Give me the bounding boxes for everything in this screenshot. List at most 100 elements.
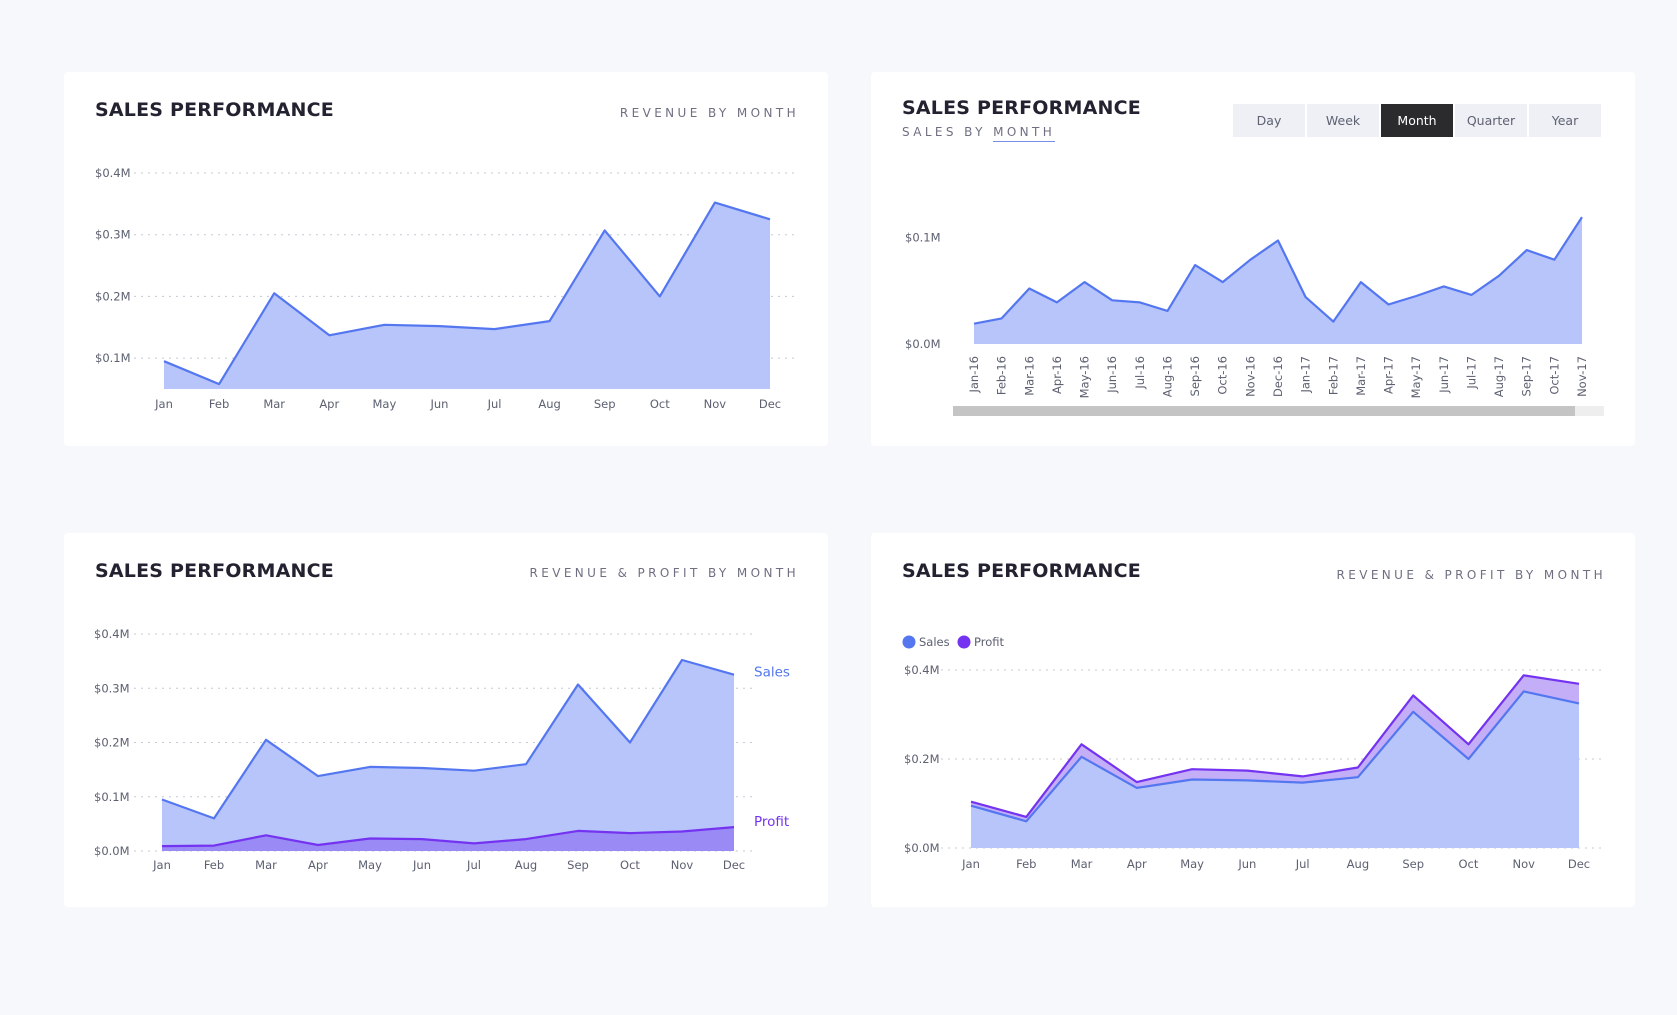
card-title: SALES PERFORMANCE — [902, 560, 1141, 582]
x-tick-label: Mar-17 — [1354, 356, 1368, 396]
x-tick-label: Sep-17 — [1520, 356, 1534, 396]
x-tick-label: Jan-17 — [1299, 356, 1313, 394]
series-line — [970, 674, 1580, 818]
y-tick-label: $0.1M — [905, 230, 941, 244]
x-tick-label: May-16 — [1078, 356, 1092, 398]
range-button-year[interactable]: Year — [1529, 104, 1601, 137]
x-tick-label: Jul — [466, 858, 481, 872]
x-tick-label: Feb — [209, 397, 229, 411]
x-tick-label: Jul-17 — [1464, 356, 1478, 390]
x-tick-label: Jun — [1237, 857, 1256, 871]
x-tick-label: Mar — [255, 858, 277, 872]
x-tick-label: Jan — [961, 857, 980, 871]
x-tick-label: Jun — [429, 397, 448, 411]
x-tick-label: Feb-16 — [995, 356, 1009, 395]
series-line — [973, 216, 1583, 325]
card-revenue-by-month: SALES PERFORMANCE REVENUE BY MONTH $0.1M… — [64, 72, 828, 446]
x-tick-label: Dec — [723, 858, 745, 872]
y-tick-label: $0.1M — [94, 790, 130, 804]
sales-timeline-area-chart: $0.0M $0.1M Jan-16 Feb-16 Mar-16 Apr-16 May-16… — [905, 216, 1604, 416]
y-tick-label: $0.2M — [94, 736, 130, 750]
card-revenue-profit-direct-labels: SALES PERFORMANCE REVENUE & PROFIT BY MO… — [64, 533, 828, 907]
card-title: SALES PERFORMANCE — [95, 99, 334, 121]
series-area — [162, 660, 734, 851]
range-button-month[interactable]: Month — [1381, 104, 1453, 137]
subtitle-prefix: SALES BY — [902, 125, 986, 139]
x-tick-label: Sep — [594, 397, 616, 411]
series-line — [163, 201, 771, 386]
revenue-area-chart: $0.1M $0.2M $0.3M $0.4M Jan Feb Mar Apr May Jun Ju… — [95, 166, 794, 411]
range-button-day[interactable]: Day — [1233, 104, 1305, 137]
card-title: SALES PERFORMANCE — [902, 97, 1141, 119]
card-title: SALES PERFORMANCE — [95, 560, 334, 582]
x-tick-label: Jan — [152, 858, 171, 872]
x-tick-label: Sep-16 — [1188, 356, 1202, 396]
x-tick-label: Sep — [1402, 857, 1424, 871]
series-label-profit: Profit — [754, 814, 789, 830]
x-tick-label: Dec — [1568, 857, 1590, 871]
series-label-sales: Sales — [754, 665, 790, 681]
x-tick-label: Feb — [204, 858, 224, 872]
x-tick-label: Jan-16 — [967, 356, 981, 394]
x-tick-label: Nov-16 — [1243, 356, 1257, 397]
revenue-profit-area-chart: $0.0M $0.1M $0.2M $0.3M $0.4M Jan Feb Mar Apr May… — [94, 627, 790, 872]
y-tick-label: $0.4M — [94, 627, 130, 641]
x-tick-label: Jun-16 — [1105, 356, 1119, 394]
x-tick-label: Mar — [263, 397, 285, 411]
x-tick-label: Feb — [1016, 857, 1036, 871]
legend-label-sales: Sales — [919, 635, 950, 649]
x-tick-label: Jul — [487, 397, 502, 411]
legend-label-profit: Profit — [974, 635, 1004, 649]
card-revenue-profit-legend: SALES PERFORMANCE REVENUE & PROFIT BY MO… — [871, 533, 1635, 907]
x-tick-label: Mar — [1071, 857, 1093, 871]
x-tick-label: Aug — [515, 858, 537, 872]
y-tick-label: $0.1M — [95, 351, 131, 365]
range-button-week[interactable]: Week — [1307, 104, 1379, 137]
range-button-quarter[interactable]: Quarter — [1455, 104, 1527, 137]
card-subtitle: REVENUE & PROFIT BY MONTH — [1336, 568, 1606, 582]
x-tick-label: Oct-16 — [1216, 356, 1230, 395]
x-tick-label: Apr-16 — [1050, 356, 1064, 394]
time-range-selector: Day Week Month Quarter Year — [1233, 104, 1603, 137]
x-tick-label: Nov-17 — [1575, 356, 1589, 397]
subtitle-period[interactable]: MONTH — [993, 125, 1056, 142]
x-tick-label: Aug — [538, 397, 560, 411]
y-tick-label: $0.4M — [904, 663, 940, 677]
series-area — [971, 691, 1579, 848]
x-tick-label: Apr — [1127, 857, 1147, 871]
y-tick-label: $0.3M — [94, 681, 130, 695]
x-tick-label: Sep — [567, 858, 589, 872]
x-tick-label: Feb-17 — [1326, 356, 1340, 395]
x-tick-label: May — [372, 397, 396, 411]
y-tick-label: $0.2M — [95, 289, 131, 303]
x-tick-label: Jun — [412, 858, 431, 872]
x-tick-label: May-17 — [1409, 356, 1423, 398]
y-tick-label: $0.0M — [905, 337, 941, 351]
x-tick-label: Aug-17 — [1492, 356, 1506, 397]
x-tick-label: May — [1180, 857, 1204, 871]
y-tick-label: $0.0M — [94, 844, 130, 858]
card-sales-by-month-timeline: SALES PERFORMANCE SALES BY MONTH Day Week… — [871, 72, 1635, 446]
x-tick-label: Nov — [704, 397, 727, 411]
series-area — [974, 217, 1582, 344]
card-subtitle: SALES BY MONTH — [902, 125, 1056, 142]
x-tick-label: Oct — [650, 397, 670, 411]
scrollbar-thumb[interactable] — [953, 406, 1575, 416]
x-tick-label: Oct — [620, 858, 640, 872]
series-area — [164, 202, 770, 389]
revenue-profit-stacked-area-chart: $0.0M $0.2M $0.4M Jan Feb Mar Apr May Jun Jul Aug S… — [902, 635, 1601, 871]
y-tick-label: $0.4M — [95, 166, 131, 180]
legend-swatch-profit — [957, 635, 971, 649]
card-subtitle: REVENUE BY MONTH — [619, 106, 799, 120]
x-tick-label: Dec-16 — [1271, 356, 1285, 397]
series-line — [161, 826, 735, 848]
x-tick-label: Oct — [1459, 857, 1479, 871]
card-subtitle: REVENUE & PROFIT BY MONTH — [529, 566, 799, 580]
x-tick-label: Jan — [154, 397, 173, 411]
legend-swatch-sales — [902, 635, 916, 649]
y-tick-label: $0.0M — [904, 841, 940, 855]
x-tick-label: Jul — [1295, 857, 1310, 871]
y-tick-label: $0.2M — [904, 752, 940, 766]
x-tick-label: Mar-16 — [1022, 356, 1036, 396]
x-tick-label: Apr — [319, 397, 339, 411]
